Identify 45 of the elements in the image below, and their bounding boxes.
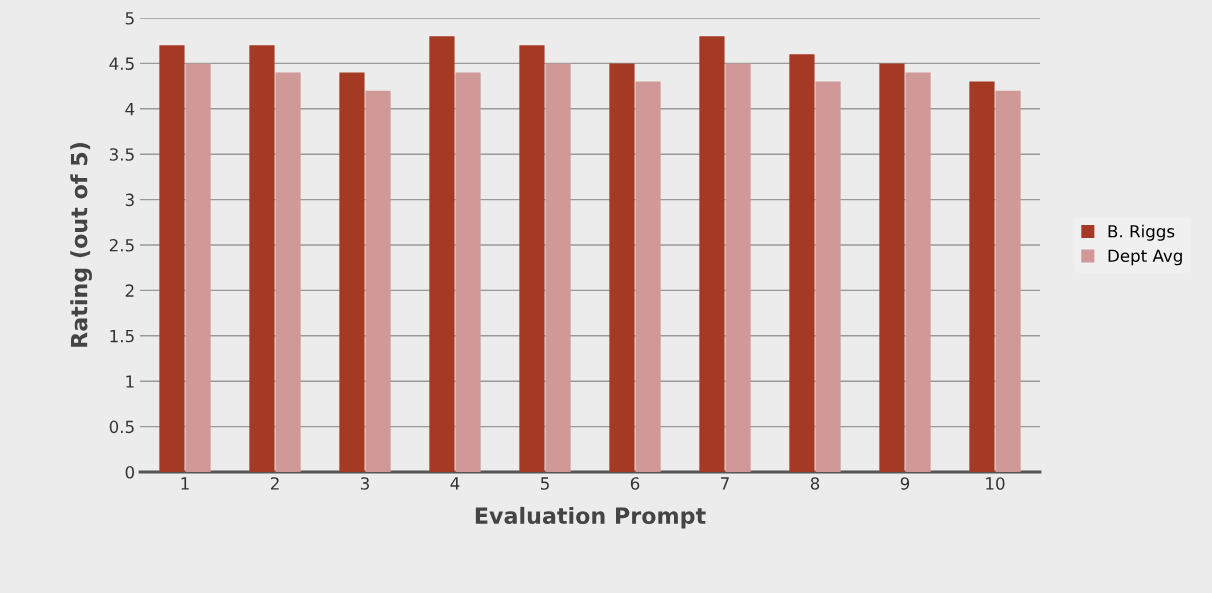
x-tick-label: 10 xyxy=(986,477,1005,490)
y-tick-label: 0.5 xyxy=(109,420,134,434)
y-tick-label: 1 xyxy=(126,375,134,388)
bar xyxy=(519,45,545,472)
x-tick-label: 3 xyxy=(360,477,369,490)
bar xyxy=(995,90,1021,472)
legend-label: Dept Avg xyxy=(1108,249,1182,266)
y-tick-label: 4.5 xyxy=(109,57,134,70)
bar xyxy=(905,72,931,472)
bar xyxy=(159,45,185,472)
x-tick-label: 8 xyxy=(810,477,820,490)
bar xyxy=(969,81,995,472)
y-tick-label: 2 xyxy=(125,284,134,297)
y-tick-label: 3 xyxy=(125,193,134,207)
x-tick-label: 7 xyxy=(721,477,729,490)
x-tick-label: 6 xyxy=(630,477,640,490)
bar xyxy=(339,72,365,472)
y-tick-label: 5 xyxy=(125,12,134,25)
y-tick-label: 2.5 xyxy=(109,238,134,252)
bar xyxy=(455,72,481,472)
bar xyxy=(609,63,635,472)
bar xyxy=(429,36,455,472)
bar xyxy=(879,63,905,472)
x-tick-label: 1 xyxy=(181,477,189,490)
bar xyxy=(635,81,661,472)
bar xyxy=(789,54,815,472)
bar xyxy=(365,90,391,472)
legend-label: B. Riggs xyxy=(1108,224,1175,241)
y-tick-label: 1.5 xyxy=(110,329,134,343)
bar xyxy=(185,63,211,472)
x-tick-label: 9 xyxy=(900,477,910,490)
x-axis-title: Evaluation Prompt xyxy=(475,506,706,529)
bar xyxy=(725,63,751,472)
y-tick-label: 3.5 xyxy=(109,148,134,161)
y-tick-label: 4 xyxy=(125,102,135,116)
x-tick-label: 4 xyxy=(450,477,460,490)
y-tick-label: 0 xyxy=(125,465,135,479)
bar xyxy=(815,81,841,472)
bar xyxy=(249,45,275,472)
x-tick-label: 2 xyxy=(270,477,279,490)
y-axis-title: Rating (out of 5) xyxy=(70,143,92,347)
bar xyxy=(699,36,725,472)
x-tick-label: 5 xyxy=(540,477,549,490)
bar xyxy=(275,72,301,472)
bar xyxy=(545,63,571,472)
